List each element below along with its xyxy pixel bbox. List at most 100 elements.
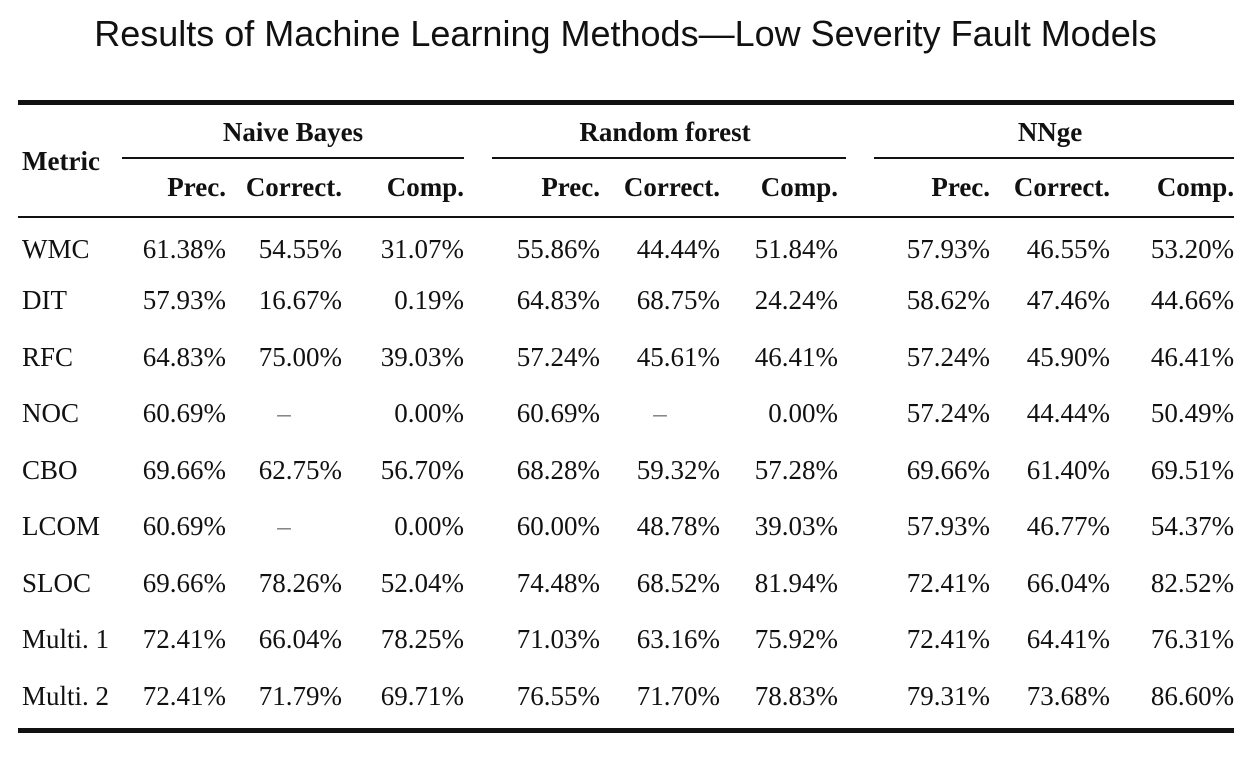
metric-header: Metric <box>22 145 100 176</box>
table-column-header-row: Prec. Correct. Comp. Prec. Correct. Comp… <box>18 158 1234 216</box>
group-header-nnge: NNge <box>1017 116 1083 147</box>
cell-nnge-prec: 69.66% <box>906 454 991 485</box>
cell-rf-prec: 68.28% <box>516 454 601 485</box>
page-title: Results of Machine Learning Methods—Low … <box>94 13 1157 54</box>
column-header-rf-correct: Correct. <box>623 171 721 202</box>
cell-rf-comp: 51.84% <box>754 233 839 264</box>
cell-rf-correct: 45.61% <box>636 341 721 372</box>
metric-name-cell: LCOM <box>22 511 101 542</box>
cell-nb-correct: 16.67% <box>258 285 342 316</box>
cell-nnge-comp: 53.20% <box>1150 233 1235 264</box>
cell-rf-prec: 64.83% <box>516 285 601 316</box>
cell-nnge-prec: 57.93% <box>906 233 991 264</box>
cell-nnge-correct: 47.46% <box>1026 285 1111 316</box>
cell-nb-prec: 64.83% <box>142 341 226 372</box>
metric-name-cell: NOC <box>22 398 80 429</box>
metric-name-cell: CBO <box>22 454 78 485</box>
metric-name-cell: RFC <box>22 341 74 372</box>
cell-nnge-prec: 72.41% <box>906 624 991 655</box>
table-row: Multi. 1 72.41% 66.04% 78.25% 71.03% 63.16% 75… <box>18 612 1234 669</box>
table-row: DIT 57.93% 16.67% 0.19% 64.83% 68.75% 24.24% 58… <box>18 273 1234 330</box>
cell-nnge-correct: 73.68% <box>1026 680 1111 711</box>
cell-nnge-correct: 64.41% <box>1026 624 1111 655</box>
cell-nnge-comp: 76.31% <box>1150 624 1235 655</box>
cell-nb-prec: 72.41% <box>142 680 226 711</box>
cell-rf-prec: 74.48% <box>516 567 601 598</box>
cell-nb-correct: 75.00% <box>258 341 342 372</box>
cell-nnge-prec: 57.93% <box>906 511 991 542</box>
table-row: Multi. 2 72.41% 71.79% 69.71% 76.55% 71.70% 78… <box>18 668 1234 725</box>
table-body: WMC 61.38% 54.55% 31.07% 55.86% 44.44% 51.84% 5… <box>18 216 1234 725</box>
table-row: LCOM 60.69% – 0.00% 60.00% 48.78% 39.03% 57.93%… <box>18 499 1234 556</box>
cell-rf-correct: 68.52% <box>636 567 721 598</box>
cell-rf-comp: 24.24% <box>754 285 839 316</box>
cell-nb-prec: 60.69% <box>142 398 226 429</box>
cell-rf-correct: 71.70% <box>636 680 721 711</box>
table-row: NOC 60.69% – 0.00% 60.69% – 0.00% 57.24% 44.44% 5… <box>18 386 1234 443</box>
cell-nnge-comp: 82.52% <box>1150 567 1235 598</box>
group-header-random-forest: Random forest <box>579 116 751 147</box>
table-header-rule <box>18 216 1234 218</box>
cell-nnge-comp: 44.66% <box>1150 285 1235 316</box>
cell-rf-comp: 39.03% <box>754 511 839 542</box>
cell-nb-correct: – <box>277 511 291 542</box>
cell-rf-comp: 0.00% <box>768 398 839 429</box>
column-header-nb-correct: Correct. <box>245 171 342 202</box>
column-header-nnge-comp: Comp. <box>1156 171 1235 202</box>
cell-nb-comp: 69.71% <box>380 680 465 711</box>
table-row: CBO 69.66% 62.75% 56.70% 68.28% 59.32% 57.28% 6… <box>18 442 1234 499</box>
cell-nnge-prec: 72.41% <box>906 567 991 598</box>
cell-rf-prec: 55.86% <box>516 233 601 264</box>
cell-rf-correct: 59.32% <box>636 454 721 485</box>
column-header-nb-comp: Comp. <box>386 171 465 202</box>
cell-nb-correct: 62.75% <box>258 454 342 485</box>
cell-rf-prec: 76.55% <box>516 680 601 711</box>
cell-nnge-correct: 61.40% <box>1026 454 1111 485</box>
cell-nb-correct: 66.04% <box>258 624 342 655</box>
cell-nb-comp: 78.25% <box>380 624 465 655</box>
group-header-naive-bayes: Naive Bayes <box>222 116 364 147</box>
cell-nnge-prec: 79.31% <box>906 680 991 711</box>
cell-nb-prec: 72.41% <box>142 624 226 655</box>
cell-nnge-comp: 46.41% <box>1150 341 1235 372</box>
cell-nb-correct: – <box>277 398 291 429</box>
table-top-rule <box>18 100 1234 105</box>
cell-nnge-prec: 57.24% <box>906 398 991 429</box>
cell-rf-correct: 44.44% <box>636 233 721 264</box>
cell-nnge-comp: 69.51% <box>1150 454 1235 485</box>
cell-rf-comp: 46.41% <box>754 341 839 372</box>
column-header-nnge-prec: Prec. <box>931 171 991 202</box>
cell-rf-prec: 57.24% <box>516 341 601 372</box>
cell-rf-prec: 71.03% <box>516 624 601 655</box>
cell-rf-prec: 60.00% <box>516 511 601 542</box>
metric-name-cell: DIT <box>22 285 67 316</box>
cell-rf-correct: 68.75% <box>636 285 721 316</box>
cell-nnge-comp: 86.60% <box>1150 680 1235 711</box>
cell-nb-comp: 0.00% <box>394 398 465 429</box>
cell-nnge-comp: 50.49% <box>1150 398 1235 429</box>
cell-nb-prec: 69.66% <box>142 567 226 598</box>
table-row: RFC 64.83% 75.00% 39.03% 57.24% 45.61% 46.41% 5… <box>18 329 1234 386</box>
table-row: WMC 61.38% 54.55% 31.07% 55.86% 44.44% 51.84% 5… <box>18 216 1234 273</box>
table-row: SLOC 69.66% 78.26% 52.04% 74.48% 68.52% 81.94%… <box>18 555 1234 612</box>
cell-nnge-correct: 45.90% <box>1026 341 1111 372</box>
cell-nb-comp: 52.04% <box>380 567 465 598</box>
column-header-rf-comp: Comp. <box>760 171 839 202</box>
cell-nb-prec: 57.93% <box>142 285 226 316</box>
cell-nb-correct: 54.55% <box>258 233 342 264</box>
metric-name-cell: SLOC <box>22 567 92 598</box>
table-group-header-row: Metric Naive Bayes Random forest NNge <box>18 106 1234 176</box>
cell-nb-prec: 69.66% <box>142 454 226 485</box>
random-forest-group-rule <box>492 157 846 159</box>
cell-rf-comp: 81.94% <box>754 567 839 598</box>
metric-name-cell: Multi. 1 <box>22 624 110 655</box>
cell-nb-prec: 60.69% <box>142 511 226 542</box>
cell-rf-comp: 75.92% <box>754 624 839 655</box>
cell-nnge-correct: 44.44% <box>1026 398 1111 429</box>
cell-nnge-correct: 46.55% <box>1026 233 1111 264</box>
cell-nb-comp: 0.19% <box>394 285 465 316</box>
cell-rf-correct: 48.78% <box>636 511 721 542</box>
cell-nb-correct: 78.26% <box>258 567 342 598</box>
cell-rf-comp: 57.28% <box>754 454 839 485</box>
cell-nnge-comp: 54.37% <box>1150 511 1235 542</box>
